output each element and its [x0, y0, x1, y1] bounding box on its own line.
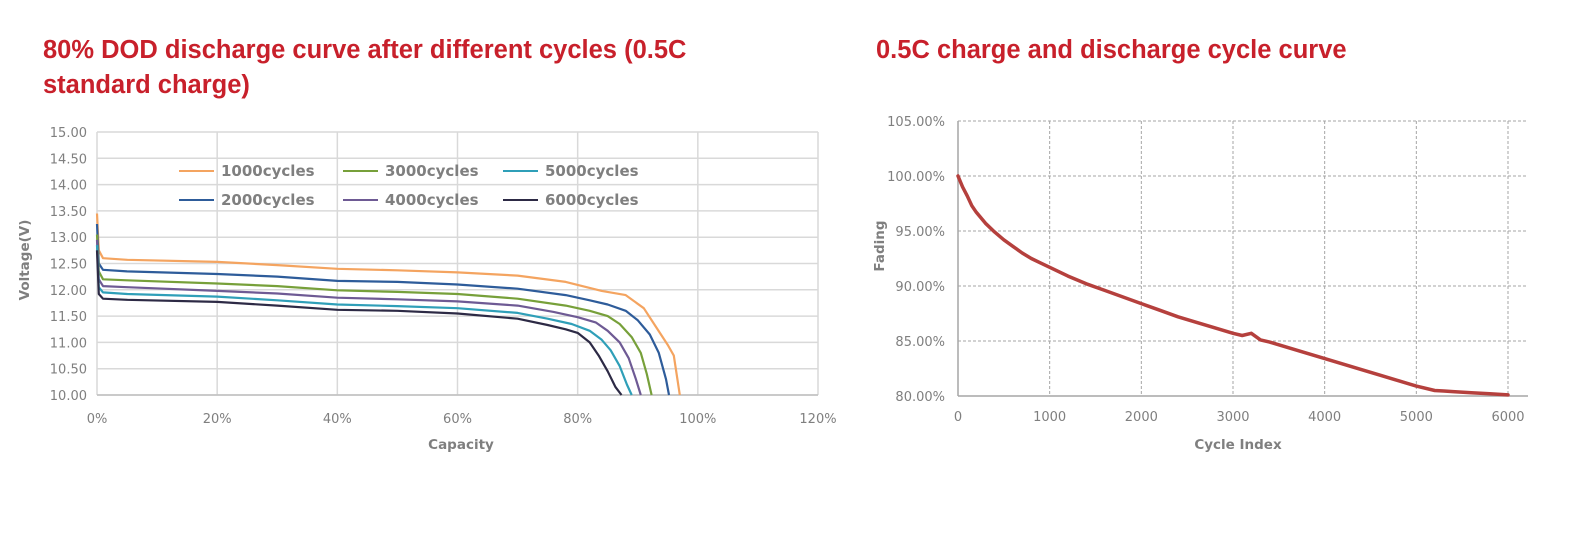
discharge-grid: [96, 131, 819, 396]
x-tick-label: 60%: [443, 412, 472, 427]
y-tick-label: 105.00%: [887, 115, 945, 130]
x-tick-label: 5000: [1400, 410, 1433, 425]
discharge-x-ticks: 0% 20% 40% 60% 80% 100% 120%: [87, 412, 837, 427]
series-line-2000cycles: [95, 223, 671, 396]
x-tick-label: 40%: [323, 412, 352, 427]
y-tick-label: 11.50: [50, 310, 87, 325]
x-tick-label: 0%: [87, 412, 108, 427]
discharge-y-ticks: 10.00 10.50 11.00 11.50 12.00 12.50 13.00 13.50…: [50, 126, 87, 404]
y-tick-label: 12.00: [50, 284, 87, 299]
y-tick-label: 100.00%: [887, 170, 945, 185]
x-tick-label: 100%: [679, 412, 716, 427]
legend-item-2000cycles: 2000cycles: [179, 191, 315, 209]
legend-item-1000cycles: 1000cycles: [179, 162, 315, 180]
y-tick-label: 15.00: [50, 126, 87, 141]
series-line-fading: [956, 174, 1510, 397]
legend-label: 5000cycles: [545, 162, 639, 180]
legend-label: 6000cycles: [545, 191, 639, 209]
cycle-grid: [957, 120, 1528, 397]
x-tick-label: 0: [954, 410, 962, 425]
y-tick-label: 14.50: [50, 152, 87, 167]
discharge-legend: 1000cycles 2000cycles 3000cycles 4000cyc…: [179, 162, 639, 209]
series-line-5000cycles: [95, 245, 633, 396]
series-line-3000cycles: [95, 234, 653, 396]
discharge-y-axis-label: Voltage(V): [17, 220, 33, 301]
y-tick-label: 80.00%: [895, 390, 945, 405]
y-tick-label: 11.00: [50, 336, 87, 351]
y-tick-label: 95.00%: [895, 225, 945, 240]
series-line-4000cycles: [95, 239, 642, 396]
discharge-x-axis-label: Capacity: [428, 437, 494, 453]
y-tick-label: 10.50: [50, 363, 87, 378]
cycle-x-axis-label: Cycle Index: [1194, 437, 1282, 453]
y-tick-label: 13.00: [50, 231, 87, 246]
cycle-series: [956, 174, 1510, 397]
y-tick-label: 13.50: [50, 205, 87, 220]
x-tick-label: 4000: [1308, 410, 1341, 425]
x-tick-label: 1000: [1033, 410, 1066, 425]
legend-item-3000cycles: 3000cycles: [343, 162, 479, 180]
cycle-chart-title: 0.5C charge and discharge cycle curve: [876, 36, 1347, 64]
discharge-chart-title: 80% DOD discharge curve after different …: [43, 36, 687, 99]
x-tick-label: 120%: [799, 412, 836, 427]
legend-item-6000cycles: 6000cycles: [503, 191, 639, 209]
y-tick-label: 14.00: [50, 179, 87, 194]
series-line-1000cycles: [95, 213, 681, 396]
y-tick-label: 90.00%: [895, 280, 945, 295]
x-tick-label: 80%: [563, 412, 592, 427]
legend-label: 2000cycles: [221, 191, 315, 209]
y-tick-label: 85.00%: [895, 335, 945, 350]
y-tick-label: 10.00: [50, 389, 87, 404]
y-tick-label: 12.50: [50, 258, 87, 273]
legend-item-5000cycles: 5000cycles: [503, 162, 639, 180]
legend-item-4000cycles: 4000cycles: [343, 191, 479, 209]
cycle-y-ticks: 80.00% 85.00% 90.00% 95.00% 100.00% 105.00%: [887, 115, 945, 405]
cycle-x-ticks: 0 1000 2000 3000 4000 5000 6000: [954, 410, 1525, 425]
legend-label: 4000cycles: [385, 191, 479, 209]
series-line-6000cycles: [95, 250, 623, 396]
x-tick-label: 20%: [203, 412, 232, 427]
discharge-series: [95, 213, 681, 396]
x-tick-label: 2000: [1125, 410, 1158, 425]
x-tick-label: 3000: [1216, 410, 1249, 425]
cycle-y-axis-label: Fading: [872, 220, 888, 271]
cycle-chart: 80.00% 85.00% 90.00% 95.00% 100.00% 105.00% 0…: [872, 115, 1528, 453]
legend-label: 1000cycles: [221, 162, 315, 180]
discharge-chart: 10.00 10.50 11.00 11.50 12.00 12.50 13.00 13.50…: [17, 126, 837, 453]
x-tick-label: 6000: [1491, 410, 1524, 425]
legend-label: 3000cycles: [385, 162, 479, 180]
